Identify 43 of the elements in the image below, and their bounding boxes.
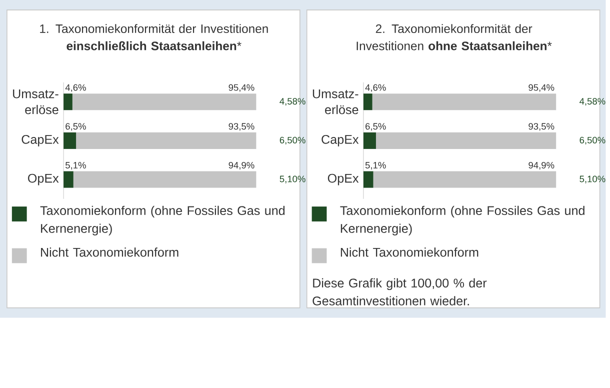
bar	[64, 132, 76, 149]
text: 5,10%	[580, 176, 606, 184]
data-label: 4,6%	[365, 84, 386, 92]
legend-label: Nicht Taxonomiekonform	[41, 247, 178, 257]
data-label: 95,4%	[228, 84, 254, 92]
data-label: 5,1%	[66, 162, 86, 170]
bar	[376, 132, 556, 149]
data-label: 4,6%	[65, 84, 86, 92]
bar	[64, 171, 74, 188]
bar	[372, 93, 556, 110]
text: 4,58%	[280, 98, 306, 106]
data-label: 6,5%	[366, 122, 386, 131]
chart-title: 2. Taxonomiekonformität der Investitionen ohne Staatsanleihen*	[356, 24, 552, 50]
data-label: 94,9%	[528, 162, 554, 170]
y-tick-label: OpEx	[328, 174, 359, 186]
text: 6,50%	[280, 136, 306, 144]
data-label: 93,5%	[528, 122, 554, 131]
legend-label: Nicht Taxonomiekonform	[340, 247, 478, 257]
y-tick-label: CapEx	[322, 134, 359, 146]
y-tick-label: Umsatz-erlöse	[312, 89, 358, 114]
bar	[64, 93, 72, 110]
bar	[363, 132, 376, 149]
text: 6,50%	[580, 136, 606, 144]
y-tick-label: OpEx	[28, 174, 59, 186]
y-tick-label: Umsatz-erlöse	[13, 89, 58, 114]
text: 5,10%	[280, 176, 306, 184]
data-label: 95,4%	[528, 84, 554, 92]
data-label: 93,5%	[228, 122, 254, 131]
bar	[76, 132, 256, 149]
bar	[72, 93, 256, 110]
bar	[373, 171, 556, 188]
data-label: 94,9%	[228, 162, 254, 170]
bar	[363, 93, 372, 110]
text: 4,58%	[580, 98, 606, 106]
text: Diese Grafik gibt 100,00 % der Gesamtinvestitionen wieder.	[312, 278, 487, 306]
legend-label: Taxonomiekonform (ohne Fossiles Gas und Kernenergie)	[40, 206, 285, 236]
legend-label: Taxonomiekonform (ohne Fossiles Gas und Kernenergie)	[340, 206, 584, 236]
chart-title: 1. Taxonomiekonformität der Investitionen einschließlich Staatsanleihen*	[40, 24, 268, 50]
bar	[363, 171, 374, 188]
bar	[73, 171, 256, 188]
y-tick-label: CapEx	[22, 134, 59, 146]
data-label: 6,5%	[66, 122, 86, 131]
data-label: 5,1%	[365, 162, 386, 170]
